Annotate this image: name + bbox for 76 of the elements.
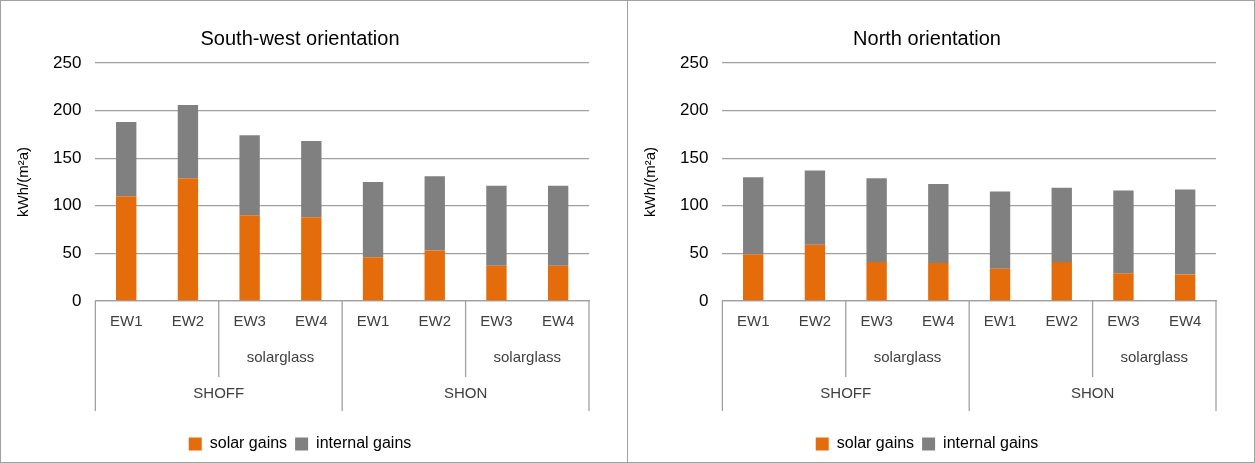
text: solarglass [873, 348, 942, 366]
bar [1051, 187, 1072, 262]
chart-title: North orientation [853, 26, 1001, 49]
bar [1174, 274, 1196, 301]
y-tick-label: 100 [679, 195, 709, 215]
bar [177, 104, 199, 179]
chart-title: South-west orientation [200, 26, 400, 49]
bar [1051, 261, 1072, 301]
bar [1113, 273, 1134, 301]
x-tick-label: EW4 [922, 312, 955, 330]
y-axis-title: kWh/(m²a) [14, 147, 32, 217]
text: solarglass [1120, 348, 1189, 366]
bar [743, 177, 764, 255]
x-tick-label: EW4 [295, 312, 328, 330]
y-tick-label: 250 [679, 52, 709, 72]
x-tick-label: EW3 [233, 312, 266, 330]
x-tick-label: EW1 [109, 312, 143, 330]
text: SHON [443, 384, 488, 402]
y-axis-title: kWh/(m²a) [641, 147, 659, 217]
bar [239, 215, 260, 301]
bar [116, 196, 137, 301]
bar [116, 122, 137, 197]
x-tick-label: EW1 [983, 312, 1017, 330]
bar [989, 268, 1011, 301]
bar [177, 178, 199, 301]
bar [362, 182, 384, 258]
y-tick-label: 200 [679, 100, 709, 120]
x-tick-label: EW2 [171, 312, 205, 330]
bar [547, 265, 569, 301]
x-tick-label: EW2 [1045, 312, 1078, 330]
bar [301, 217, 322, 301]
bar [804, 170, 826, 245]
bar [547, 185, 569, 266]
y-tick-label: 150 [679, 147, 709, 167]
y-tick-label: 250 [52, 52, 82, 72]
y-tick-label: 0 [698, 290, 709, 310]
y-tick-label: 100 [52, 195, 82, 215]
bar [1113, 190, 1134, 274]
bar [928, 262, 949, 301]
bar [486, 185, 507, 266]
bar [424, 250, 445, 301]
x-tick-label: EW1 [736, 312, 770, 330]
x-tick-label: EW3 [1107, 312, 1140, 330]
bar [989, 191, 1011, 269]
x-tick-label: EW3 [480, 312, 513, 330]
bar [1174, 189, 1196, 275]
x-tick-label: EW4 [541, 312, 575, 330]
bar [866, 261, 887, 301]
text: solarglass [493, 348, 562, 366]
bar [928, 183, 949, 263]
text: SHON [1070, 384, 1115, 402]
y-tick-label: 0 [71, 290, 82, 310]
x-tick-label: EW1 [356, 312, 390, 330]
bar [486, 265, 507, 301]
x-tick-label: EW4 [1168, 312, 1202, 330]
bar [424, 176, 445, 251]
y-tick-label: 50 [62, 243, 82, 263]
bar [866, 178, 887, 262]
text: SHOFF [193, 384, 245, 402]
y-tick-label: 200 [52, 100, 82, 120]
legend-label: internal gains [316, 434, 412, 452]
legend-label: solar gains [209, 434, 288, 452]
legend-label: solar gains [836, 434, 915, 452]
bar [301, 141, 322, 218]
bar [362, 257, 384, 301]
bar [804, 244, 826, 301]
x-tick-label: EW2 [418, 312, 451, 330]
legend-label: internal gains [943, 434, 1039, 452]
y-tick-label: 150 [52, 147, 82, 167]
text: SHOFF [820, 384, 872, 402]
x-tick-label: EW3 [860, 312, 893, 330]
bar [239, 135, 260, 216]
x-tick-label: EW2 [798, 312, 832, 330]
bar [743, 254, 764, 301]
text: solarglass [246, 348, 315, 366]
y-tick-label: 50 [689, 243, 709, 263]
